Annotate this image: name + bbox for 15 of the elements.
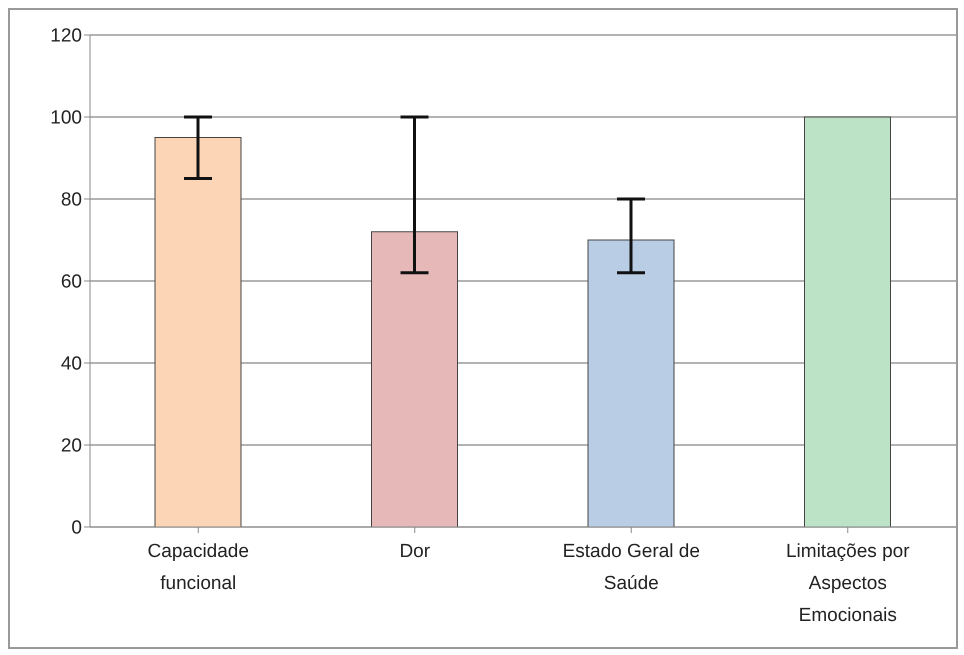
- y-tick-label: 40: [60, 354, 82, 375]
- bar: [588, 240, 674, 527]
- y-tick-label: 80: [60, 190, 82, 211]
- y-tick-label: 20: [60, 436, 82, 457]
- bar: [804, 116, 891, 527]
- y-tick-label: 100: [50, 108, 82, 129]
- y-tick-label: 60: [60, 272, 82, 293]
- x-tick-label: Dor: [399, 541, 431, 562]
- x-tick-label: Estado Geral de Saúde: [562, 541, 700, 594]
- bar: [371, 231, 458, 527]
- bar: [154, 137, 242, 527]
- y-tick-label: 0: [71, 518, 82, 539]
- x-tick-label: Capacidade funcional: [148, 541, 249, 594]
- x-tick-label: Limitações por Aspectos Emocionais: [786, 541, 910, 626]
- y-tick-label: 120: [50, 26, 82, 47]
